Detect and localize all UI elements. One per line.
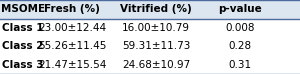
Text: Class 1: Class 1 bbox=[2, 23, 43, 33]
Text: 55.26±11.45: 55.26±11.45 bbox=[38, 41, 106, 51]
Text: Class 3: Class 3 bbox=[2, 60, 43, 70]
Text: p-value: p-value bbox=[218, 4, 262, 14]
Text: 0.31: 0.31 bbox=[228, 60, 252, 70]
Text: Class 2: Class 2 bbox=[2, 41, 43, 51]
Text: 0.28: 0.28 bbox=[228, 41, 252, 51]
Text: 23.00±12.44: 23.00±12.44 bbox=[38, 23, 106, 33]
Bar bbox=[0, 18, 300, 37]
Bar bbox=[0, 37, 300, 56]
Text: 16.00±10.79: 16.00±10.79 bbox=[122, 23, 190, 33]
Text: 59.31±11.73: 59.31±11.73 bbox=[122, 41, 190, 51]
Text: MSOME: MSOME bbox=[2, 4, 46, 14]
Text: 21.47±15.54: 21.47±15.54 bbox=[38, 60, 106, 70]
Text: Vitrified (%): Vitrified (%) bbox=[120, 4, 192, 14]
Bar bbox=[0, 0, 300, 18]
Text: Fresh (%): Fresh (%) bbox=[44, 4, 100, 14]
Bar bbox=[0, 56, 300, 74]
Text: 0.008: 0.008 bbox=[225, 23, 255, 33]
Text: 24.68±10.97: 24.68±10.97 bbox=[122, 60, 190, 70]
